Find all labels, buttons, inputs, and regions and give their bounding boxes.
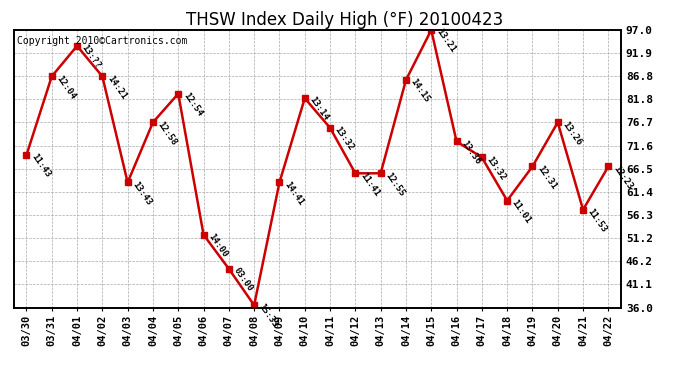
Text: 14:00: 14:00 xyxy=(206,232,229,259)
Text: 12:58: 12:58 xyxy=(156,120,179,147)
Text: 12:31: 12:31 xyxy=(535,164,558,191)
Text: 13:36: 13:36 xyxy=(460,139,482,166)
Text: 11:43: 11:43 xyxy=(29,152,52,180)
Text: 12:55: 12:55 xyxy=(384,171,406,198)
Text: 12:04: 12:04 xyxy=(55,74,77,101)
Text: 13:??: 13:?? xyxy=(80,43,103,70)
Text: 13:32: 13:32 xyxy=(333,125,355,152)
Text: 13:43: 13:43 xyxy=(130,180,153,207)
Text: 13:21: 13:21 xyxy=(434,27,457,54)
Text: 13:32: 13:32 xyxy=(484,154,507,182)
Text: 03:00: 03:00 xyxy=(232,266,255,293)
Text: THSW Index Daily High (°F) 20100423: THSW Index Daily High (°F) 20100423 xyxy=(186,11,504,29)
Text: 13:14: 13:14 xyxy=(308,96,331,123)
Text: 13:26: 13:26 xyxy=(560,120,583,147)
Text: 14:21: 14:21 xyxy=(105,74,128,101)
Text: 12:23: 12:23 xyxy=(611,164,634,191)
Text: 12:54: 12:54 xyxy=(181,91,204,118)
Text: 14:15: 14:15 xyxy=(408,77,431,105)
Text: 15:33: 15:33 xyxy=(257,303,279,330)
Text: 11:41: 11:41 xyxy=(358,171,381,198)
Text: 11:53: 11:53 xyxy=(586,207,609,234)
Text: 14:41: 14:41 xyxy=(282,180,305,207)
Text: Copyright 2010©Cartronics.com: Copyright 2010©Cartronics.com xyxy=(17,36,187,45)
Text: 11:01: 11:01 xyxy=(510,198,533,225)
